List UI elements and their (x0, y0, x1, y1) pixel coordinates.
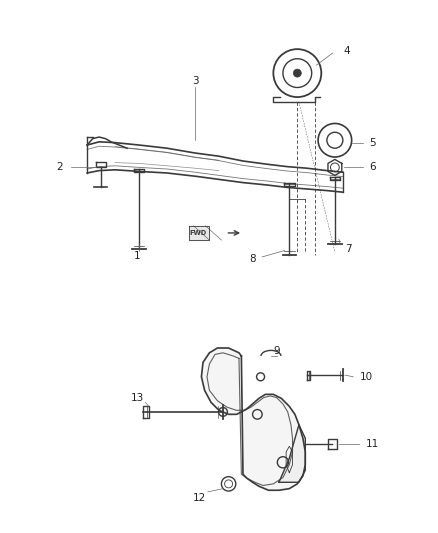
Text: 11: 11 (366, 439, 379, 449)
Text: 10: 10 (360, 372, 374, 382)
Text: 13: 13 (131, 393, 144, 403)
Text: 2: 2 (56, 161, 63, 172)
Polygon shape (189, 226, 209, 240)
Text: 4: 4 (343, 46, 350, 56)
Circle shape (293, 69, 301, 77)
Text: 5: 5 (369, 138, 376, 148)
Text: 7: 7 (345, 244, 352, 254)
Text: 9: 9 (273, 346, 280, 356)
Text: 3: 3 (192, 76, 198, 86)
Text: FWD: FWD (190, 230, 207, 236)
Text: 1: 1 (134, 251, 141, 261)
Polygon shape (201, 348, 305, 490)
Text: 6: 6 (369, 161, 376, 172)
Text: 12: 12 (192, 493, 206, 503)
Text: 8: 8 (249, 254, 256, 263)
Polygon shape (279, 425, 305, 482)
